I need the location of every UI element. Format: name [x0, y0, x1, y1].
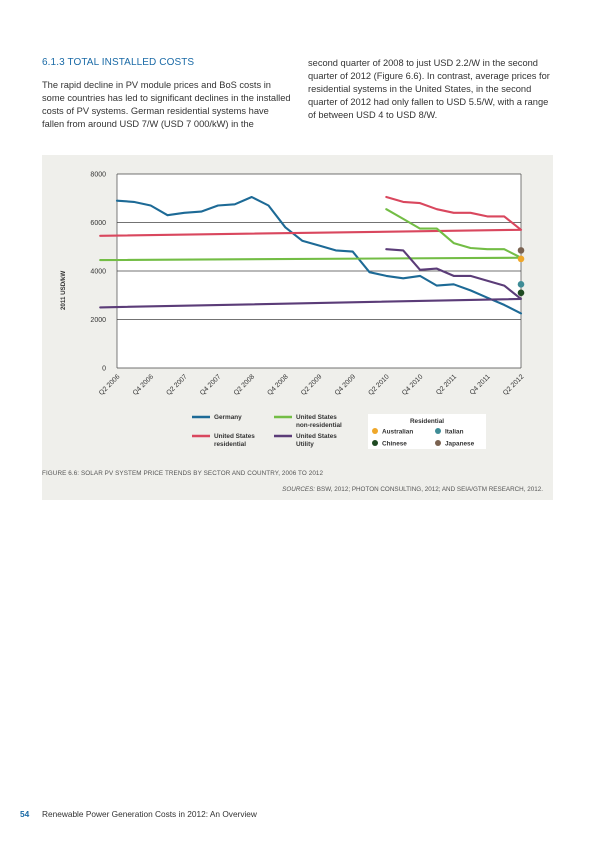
y-tick-label: 6000: [90, 220, 106, 227]
legend-dot-label: Chinese: [382, 440, 407, 447]
series-line: [115, 195, 523, 315]
data-point: [517, 281, 525, 288]
x-tick-label: Q2 2008: [233, 373, 257, 397]
legend-residential-title: Residential: [410, 418, 444, 425]
x-tick-label: Q4 2010: [401, 373, 425, 397]
x-tick-label: Q2 2010: [367, 373, 391, 397]
x-tick-label: Q2 2011: [435, 373, 458, 396]
paragraph-right: second quarter of 2008 to just USD 2.2/W…: [308, 58, 550, 120]
section-heading: 6.1.3 TOTAL INSTALLED COSTS: [42, 57, 195, 68]
legend-dot-marker: [435, 428, 441, 434]
legend-line-label: United States: [214, 433, 255, 440]
x-tick-label: Q2 2009: [300, 373, 324, 397]
y-tick-label: 2000: [90, 317, 106, 324]
y-tick-label: 0: [102, 366, 106, 373]
y-tick-label: 4000: [90, 269, 106, 276]
legend-line-label: United States: [296, 433, 337, 440]
sources-text: BSW, 2012; PHOTON CONSULTING, 2012; AND …: [315, 486, 543, 493]
footer-title: Renewable Power Generation Costs in 2012…: [42, 809, 257, 819]
series-line: [99, 248, 523, 309]
x-tick-label: Q4 2009: [334, 373, 358, 397]
legend-dot-marker: [435, 440, 441, 446]
legend-line-label: residential: [214, 441, 246, 448]
legend-dot-label: Japanese: [445, 440, 475, 447]
page-number: 54: [20, 809, 30, 819]
legend-dot-label: Australian: [382, 428, 413, 435]
x-tick-label: Q4 2007: [199, 373, 223, 397]
x-tick-label: Q4 2011: [469, 373, 492, 396]
y-axis-label: 2011 USD/kW: [60, 271, 67, 310]
x-tick-label: Q2 2012: [502, 373, 526, 397]
figure-sources: SOURCES: BSW, 2012; PHOTON CONSULTING, 2…: [42, 486, 543, 493]
data-point: [517, 247, 525, 254]
legend-dot-marker: [372, 428, 378, 434]
x-tick-label: Q2 2006: [98, 373, 122, 397]
paragraph-left: The rapid decline in PV module prices an…: [42, 80, 291, 129]
sources-label: SOURCES:: [282, 486, 316, 493]
data-point: [517, 289, 525, 297]
legend-line-label: Utility: [296, 441, 314, 448]
series-line: [99, 208, 523, 262]
figure-panel: 0 2000 4000 6000 8000 2011 USD/kW Q2 2006 Q4 20…: [42, 155, 553, 500]
legend-line-label: United States: [296, 414, 337, 421]
x-tick-label: Q4 2008: [266, 373, 290, 397]
legend-dot-label: Italian: [445, 428, 464, 435]
body-text-left: The rapid decline in PV module prices an…: [42, 79, 292, 131]
series-line: [99, 195, 523, 237]
x-tick-label: Q4 2006: [132, 373, 156, 397]
legend-line-label: non-residential: [296, 422, 342, 429]
figure-caption: FIGURE 6.6: SOLAR PV SYSTEM PRICE TRENDS…: [42, 470, 324, 477]
y-tick-label: 8000: [90, 172, 106, 179]
data-point: [517, 255, 525, 263]
legend-line-label: Germany: [214, 414, 242, 421]
legend-residential-box: [368, 414, 486, 449]
price-trend-chart: 0 2000 4000 6000 8000 2011 USD/kW Q2 2006 Q4 20…: [60, 172, 526, 449]
body-text-right: second quarter of 2008 to just USD 2.2/W…: [308, 57, 558, 122]
x-tick-label: Q2 2007: [165, 373, 189, 397]
legend-dot-marker: [372, 440, 378, 446]
